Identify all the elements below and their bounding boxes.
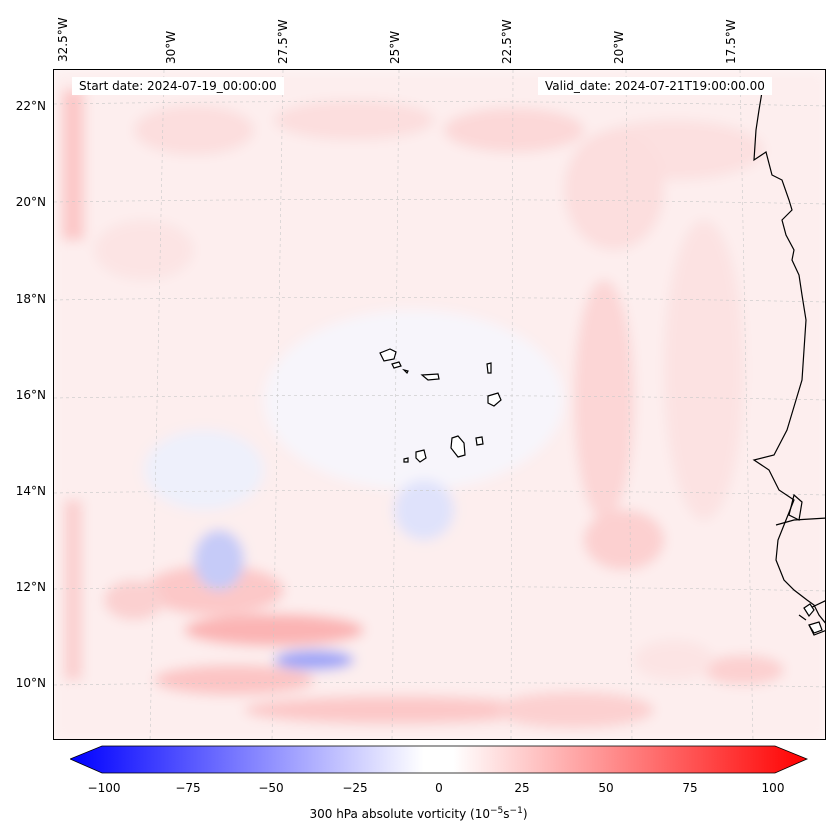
lat-label-16n: 16°N bbox=[15, 388, 46, 402]
islands bbox=[379, 348, 823, 634]
island-sal bbox=[486, 362, 492, 374]
lat-label-10n: 10°N bbox=[15, 676, 46, 690]
island-fogo bbox=[415, 449, 427, 463]
colorbar-label-unit: s bbox=[503, 807, 510, 821]
colorbar-tick-0: 0 bbox=[435, 781, 443, 795]
lat-label-18n: 18°N bbox=[15, 292, 46, 306]
colorbar-label-close: ) bbox=[522, 807, 528, 821]
vorticity-map bbox=[54, 70, 825, 739]
colorbar bbox=[70, 745, 809, 774]
start-date-label: Start date: 2024-07-19_00:00:00 bbox=[72, 77, 284, 95]
valid-date-label: Valid_date: 2024-07-21T19:00:00.00 bbox=[538, 77, 772, 95]
colorbar-tick-minus100: −100 bbox=[87, 781, 121, 795]
lon-label-22-5w: 22.5°W bbox=[500, 19, 514, 64]
lon-label-30w: 30°W bbox=[164, 30, 178, 64]
colorbar-tick-minus50: −50 bbox=[258, 781, 284, 795]
lon-label-20w: 20°W bbox=[612, 30, 626, 64]
colorbar-label-exponent-2: −1 bbox=[509, 806, 523, 816]
colorbar-tick-50: 50 bbox=[598, 781, 614, 795]
lat-label-20n: 20°N bbox=[15, 195, 46, 209]
lat-label-22n: 22°N bbox=[15, 99, 46, 113]
colorbar-tick-minus25: −25 bbox=[342, 781, 368, 795]
island-sao-nicolau bbox=[420, 373, 440, 381]
lon-label-25w: 25°W bbox=[388, 30, 402, 64]
colorbar-label: 300 hPa absolute vorticity (10−5s−1) bbox=[0, 806, 837, 821]
lon-label-27-5w: 27.5°W bbox=[276, 19, 290, 64]
colorbar-tick-100: 100 bbox=[761, 781, 785, 795]
island-santiago bbox=[450, 435, 466, 458]
colorbar-label-exponent-1: −5 bbox=[490, 806, 504, 816]
island-maio bbox=[475, 436, 484, 446]
colorbar-tick-25: 25 bbox=[514, 781, 530, 795]
lon-label-32-5w: 32.5°W bbox=[56, 17, 70, 62]
map-panel bbox=[53, 69, 826, 740]
graticule bbox=[54, 70, 825, 739]
lat-label-14n: 14°N bbox=[15, 484, 46, 498]
colorbar-label-text: 300 hPa absolute vorticity (10 bbox=[309, 807, 490, 821]
colorbar-tick-minus75: −75 bbox=[175, 781, 201, 795]
island-brava bbox=[403, 457, 409, 463]
colorbar-tick-75: 75 bbox=[682, 781, 698, 795]
lat-label-12n: 12°N bbox=[15, 580, 46, 594]
island-boa-vista bbox=[487, 392, 502, 407]
island-sao-vicente bbox=[391, 361, 402, 369]
island-santo-antao bbox=[379, 348, 397, 362]
vorticity-field bbox=[54, 70, 825, 739]
lon-label-17-5w: 17.5°W bbox=[724, 19, 738, 64]
